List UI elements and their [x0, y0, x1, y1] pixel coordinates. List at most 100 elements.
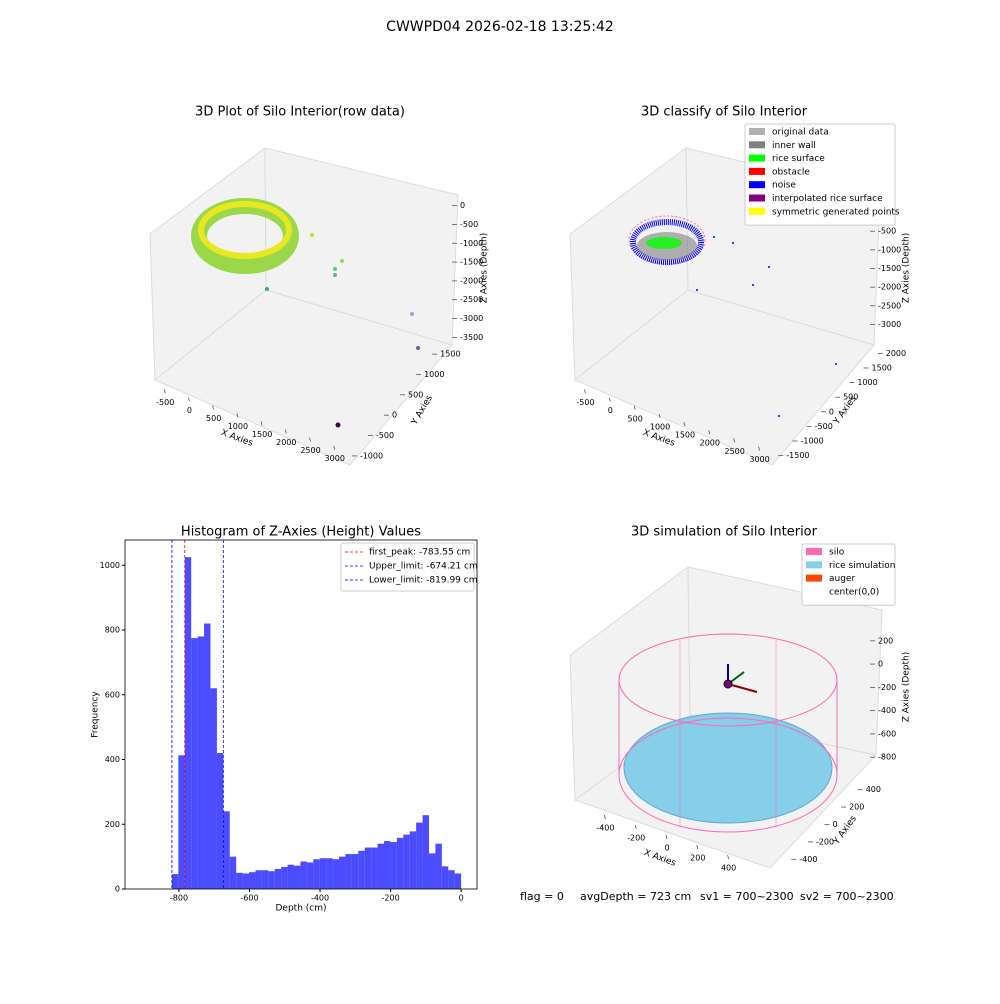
- x-tick-label: -800: [170, 894, 188, 903]
- bar: [448, 870, 455, 889]
- flag: flag = 0: [520, 890, 564, 903]
- x-tick-mark: [212, 405, 215, 410]
- legend-label: interpolated rice surface: [772, 194, 883, 204]
- bar: [319, 858, 327, 889]
- bar: [306, 862, 314, 889]
- bar: [204, 623, 211, 889]
- y-tick-label: 0: [829, 407, 834, 416]
- x-tick-mark: [309, 437, 311, 442]
- legend-swatch: [806, 587, 822, 595]
- z-tick-label: -600: [878, 729, 896, 738]
- x-tick-label: 2500: [300, 446, 320, 455]
- bar: [178, 755, 185, 889]
- legend-label: rice surface: [772, 154, 825, 164]
- z-tick-label: -2500: [460, 295, 483, 304]
- x-tick-mark: [633, 405, 636, 410]
- bar: [345, 854, 352, 889]
- x-tick-label: 2500: [724, 447, 744, 456]
- x-tick-mark: [733, 438, 736, 443]
- bar: [184, 557, 192, 889]
- legend-swatch: [749, 128, 765, 135]
- y-tick-label: 0: [115, 885, 120, 894]
- bar: [339, 856, 346, 889]
- bar: [281, 866, 288, 889]
- legend-label: original data: [772, 128, 829, 138]
- x-axis-label: Depth (cm): [275, 904, 326, 914]
- y-tick-label: 600: [105, 690, 120, 699]
- y-tick-label: -500: [376, 431, 394, 440]
- subplot-title: 3D classify of Silo Interior: [641, 105, 808, 120]
- legend-label: first_peak: -783.55 cm: [369, 548, 470, 558]
- z-tick-label: -2000: [460, 276, 483, 285]
- y-tick-label: 1500: [440, 350, 460, 359]
- bar: [294, 865, 301, 889]
- legend-swatch: [749, 181, 765, 189]
- bar: [371, 847, 378, 889]
- x-tick-label: -500: [156, 398, 174, 407]
- z-tick-label: -1500: [878, 264, 901, 273]
- bar: [255, 870, 262, 889]
- z-tick-label: -1000: [460, 239, 483, 248]
- bar: [377, 843, 384, 889]
- bar: [249, 872, 256, 889]
- y-tick-label: 400: [866, 785, 881, 794]
- bar: [242, 873, 250, 889]
- x-tick-mark: [163, 389, 166, 394]
- bar: [287, 864, 295, 889]
- legend-label: Upper_limit: -674.21 cm: [369, 562, 478, 572]
- bar: [416, 822, 423, 889]
- legend-box: [744, 123, 896, 226]
- sv1: sv1 = 700~2300: [700, 890, 794, 903]
- legend-label: inner wall: [772, 141, 816, 151]
- x-tick-mark: [584, 389, 586, 394]
- z-tick-label: -3000: [878, 320, 901, 329]
- pane: [154, 289, 453, 466]
- bar: [171, 874, 179, 889]
- bar: [454, 873, 462, 889]
- x-tick-mark: [284, 429, 287, 434]
- x-tick-label: 0: [608, 406, 613, 415]
- y-tick-label: -200: [816, 837, 834, 846]
- y-tick-label: -1000: [800, 437, 823, 446]
- y-axis-label: Frequency: [91, 691, 101, 738]
- y-tick-label: -400: [799, 855, 817, 864]
- bar: [396, 837, 404, 889]
- x-tick-label: 1000: [228, 422, 248, 431]
- y-tick-label: 1500: [872, 363, 892, 372]
- x-tick-label: 200: [690, 854, 705, 863]
- z-tick-label: -3000: [460, 314, 483, 323]
- x-tick-label: 0: [664, 844, 669, 853]
- bar: [364, 847, 372, 889]
- point-cloud: [191, 198, 420, 428]
- x-tick-mark: [188, 397, 190, 402]
- x-tick-label: 0: [459, 894, 464, 903]
- bar: [435, 843, 442, 889]
- x-tick-label: 1500: [675, 431, 695, 440]
- z-tick-label: -800: [878, 753, 896, 762]
- x-tick-label: -500: [576, 398, 594, 407]
- z-tick-label: 0: [460, 201, 465, 210]
- y-tick-label: 200: [105, 820, 120, 829]
- x-tick-label: -200: [382, 894, 400, 903]
- z-tick-label: -1500: [460, 258, 483, 267]
- legend-swatch: [749, 167, 765, 175]
- y-tick-label: 2000: [886, 349, 906, 358]
- bar: [422, 815, 429, 889]
- legend-box: [340, 542, 475, 592]
- x-tick-mark: [608, 397, 611, 402]
- z-axis-label: Z Axies (Depth): [902, 233, 912, 304]
- legend-label: obstacle: [772, 167, 810, 177]
- y-tick-label: 1000: [424, 370, 444, 379]
- x-tick-mark: [658, 413, 661, 419]
- x-tick-label: -200: [627, 834, 645, 843]
- y-tick-label: 0: [833, 820, 838, 829]
- z-tick-label: 0: [878, 660, 883, 669]
- bar: [383, 841, 391, 889]
- x-tick-mark: [333, 445, 336, 450]
- bar: [428, 853, 436, 889]
- legend-label: center(0,0): [829, 587, 879, 597]
- x-tick-label: 1500: [252, 430, 272, 439]
- x-tick-label: -400: [596, 824, 614, 833]
- z-tick-label: -400: [878, 706, 896, 715]
- bar: [313, 859, 320, 889]
